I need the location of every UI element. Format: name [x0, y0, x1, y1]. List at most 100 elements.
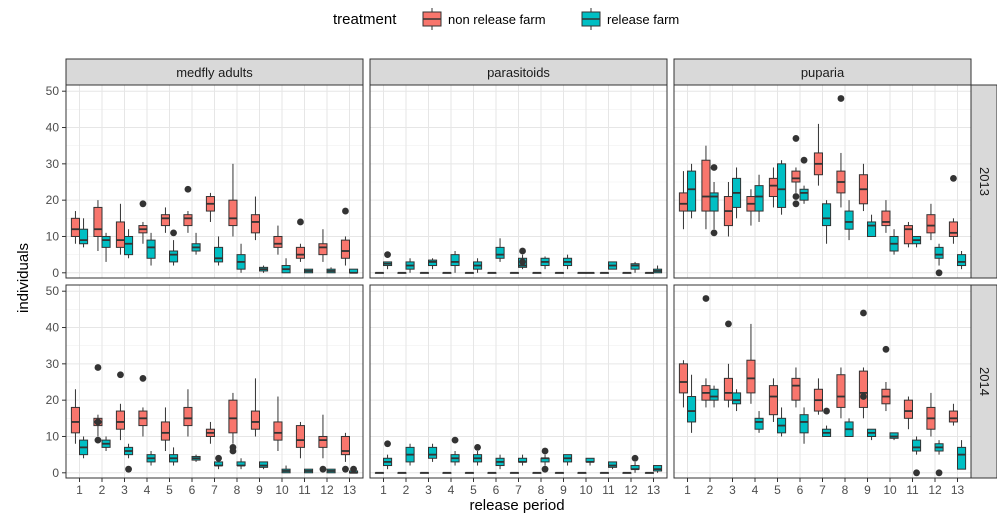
x-tick-label: 13 [647, 483, 661, 497]
box-body [859, 371, 867, 407]
box-release-farm-7 [519, 248, 527, 270]
box-body [710, 389, 718, 400]
box-body [161, 422, 169, 440]
y-tick-label: 50 [46, 84, 60, 98]
box-non-release-farm-2 [398, 473, 406, 474]
outlier-point [125, 466, 132, 473]
box-body [845, 211, 853, 229]
x-tick-label: 5 [470, 483, 477, 497]
box-body [215, 247, 223, 262]
outlier-point [384, 440, 391, 447]
box-body [800, 415, 808, 433]
x-tick-label: 5 [774, 483, 781, 497]
box-non-release-farm-7 [510, 273, 518, 274]
x-tick-label: 4 [448, 483, 455, 497]
outlier-point [140, 375, 147, 382]
box-body [679, 193, 687, 211]
outlier-point [936, 469, 943, 476]
box-body [229, 400, 237, 433]
box-body [710, 193, 718, 211]
box-non-release-farm-12 [623, 473, 631, 474]
box-non-release-farm-3 [420, 273, 428, 274]
box-body [170, 251, 178, 262]
outlier-point [913, 469, 920, 476]
outlier-point [542, 466, 549, 473]
x-tick-label: 6 [189, 483, 196, 497]
box-body [927, 215, 935, 233]
outlier-point [725, 320, 732, 327]
x-tick-label: 2 [707, 483, 714, 497]
x-tick-label: 7 [211, 483, 218, 497]
box-non-release-farm-3 [420, 473, 428, 474]
legend-label-release-farm: release farm [607, 12, 679, 27]
outlier-point [860, 393, 867, 400]
box-release-farm-11 [609, 262, 617, 269]
box-body [116, 222, 124, 247]
box-body [319, 436, 327, 447]
x-tick-label: 9 [256, 483, 263, 497]
x-tick-label: 1 [380, 483, 387, 497]
box-release-farm-12 [327, 469, 335, 473]
box-non-release-farm-10 [578, 273, 586, 274]
x-tick-label: 9 [560, 483, 567, 497]
outlier-point [793, 200, 800, 207]
box-non-release-farm-11 [600, 473, 608, 474]
x-tick-label: 4 [144, 483, 151, 497]
panel-puparia-2014: 1 2 3 4 5 6 7 8 9 10 11 12 13 [674, 285, 971, 497]
box-body [429, 447, 437, 458]
box-release-farm-5 [474, 444, 482, 466]
outlier-point [703, 295, 710, 302]
box-body [679, 364, 687, 393]
y-tick-label: 30 [46, 157, 60, 171]
box-body [184, 407, 192, 425]
box-body [341, 436, 349, 454]
x-tick-label: 5 [166, 483, 173, 497]
outlier-point [452, 437, 459, 444]
box-body [451, 255, 459, 266]
box-body [80, 229, 88, 244]
box-non-release-farm-7 [510, 473, 518, 474]
panel-medfly-adults-2013: 01020304050 [46, 84, 363, 280]
outlier-point [297, 219, 304, 226]
x-tick-label: 10 [883, 483, 897, 497]
outlier-point [632, 455, 639, 462]
box-body [341, 240, 349, 258]
x-tick-label: 2 [99, 483, 106, 497]
panel-parasitoids-2014: 1 2 3 4 5 6 7 8 9 10 11 12 13 [370, 285, 667, 497]
x-tick-label: 6 [797, 483, 804, 497]
x-tick-label: 1 [76, 483, 83, 497]
box-non-release-farm-11 [904, 222, 912, 247]
box-body [260, 462, 268, 467]
y-tick-label: 40 [46, 321, 60, 335]
box-non-release-farm-5 [465, 273, 473, 274]
strip-row-label-2014: 2014 [977, 367, 992, 396]
panels-layer: medfly adults parasitoids puparia201320140… [46, 59, 997, 497]
y-tick-label: 0 [52, 466, 59, 480]
outlier-point [230, 444, 237, 451]
box-body [724, 378, 732, 400]
box-body [949, 222, 957, 237]
box-body [296, 426, 304, 448]
box-body [904, 226, 912, 244]
box-body [769, 178, 777, 196]
outlier-point [801, 157, 808, 164]
box-release-farm-11 [305, 469, 313, 473]
x-tick-label: 12 [624, 483, 638, 497]
x-tick-label: 11 [602, 483, 615, 497]
outlier-point [883, 346, 890, 353]
box-body [229, 200, 237, 225]
x-axis-title: release period [469, 497, 564, 514]
x-tick-label: 7 [515, 483, 522, 497]
box-non-release-farm-9 [555, 473, 563, 474]
box-non-release-farm-12 [623, 273, 631, 274]
strip-label-parasitoids: parasitoids [487, 65, 550, 80]
box-non-release-farm-6 [488, 273, 496, 274]
outlier-point [95, 364, 102, 371]
box-body [747, 360, 755, 393]
box-body [184, 215, 192, 226]
outlier-point [117, 371, 124, 378]
box-non-release-farm-2 [398, 273, 406, 274]
legend-label-non-release-farm: non release farm [448, 12, 546, 27]
outlier-point [936, 269, 943, 276]
outlier-point [95, 437, 102, 444]
